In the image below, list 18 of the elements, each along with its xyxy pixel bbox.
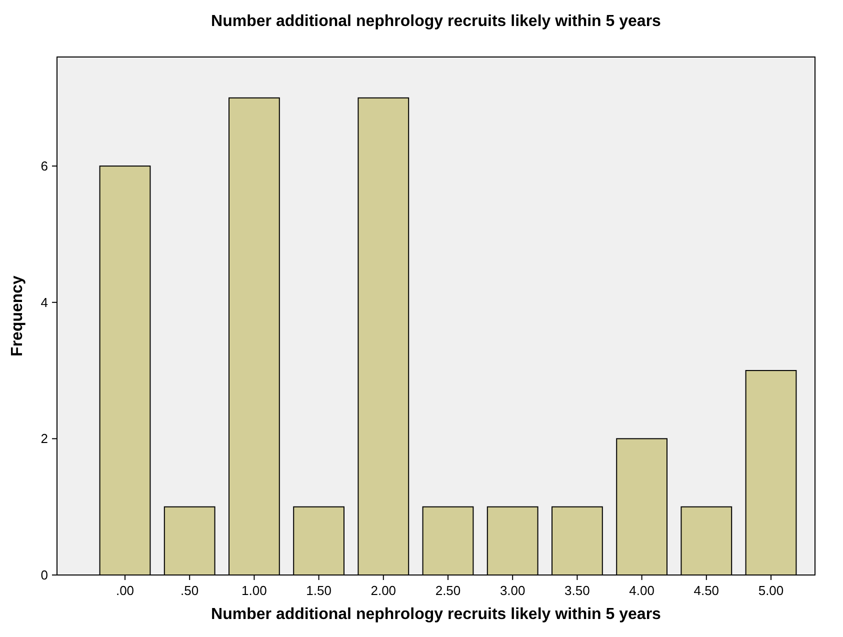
y-tick-label: 4 [40,294,48,310]
x-tick-label: 1.00 [242,583,267,598]
x-tick-label: .50 [180,583,199,598]
chart-title: Number additional nephrology recruits likely within 5 years [211,13,662,30]
x-tick-label: 3.50 [564,583,590,598]
x-tick-label: 2.00 [370,583,396,598]
y-tick-label: 2 [40,431,48,446]
x-tick-label: 4.00 [629,583,654,598]
x-tick-label: 2.50 [435,583,461,598]
y-tick-label: 6 [40,158,48,174]
x-tick-label: .00 [116,583,134,598]
x-tick-label: 1.50 [306,583,332,598]
x-tick-label: 5.00 [758,583,784,598]
y-axis-title: Frequency [9,275,26,356]
x-tick-label: 3.00 [500,583,526,598]
y-tick-label: 0 [40,568,48,583]
x-axis-title: Number additional nephrology recruits likely within 5 years [211,606,662,623]
x-tick-label: 4.50 [694,583,720,598]
